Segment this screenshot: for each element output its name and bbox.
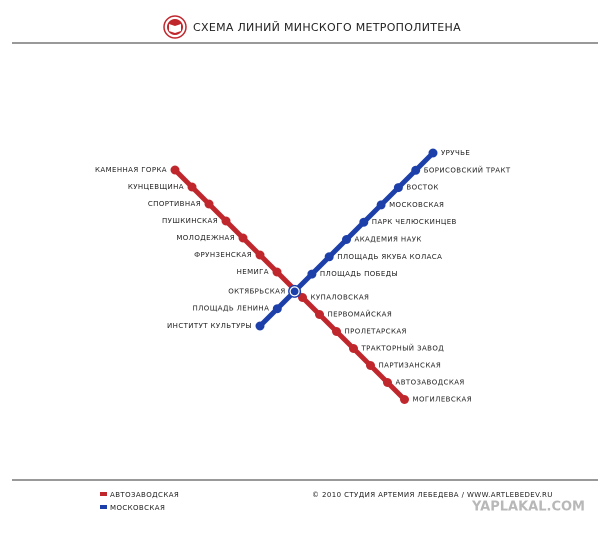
station: [366, 361, 375, 370]
station: [376, 200, 386, 210]
station-label: МОЛОДЕЖНАЯ: [176, 234, 235, 242]
title: СХЕМА ЛИНИЙ МИНСКОГО МЕТРОПОЛИТЕНА: [193, 21, 461, 34]
station: [428, 148, 438, 158]
lines: КАМЕННАЯ ГОРКА КУНЦЕВЩИНА СПОРТИВНАЯ ПУШКИН…: [95, 148, 511, 404]
station-label: ПАРТИЗАНСКАЯ: [379, 362, 442, 370]
station-label: ПАРК ЧЕЛЮСКИНЦЕВ: [372, 218, 457, 226]
station-label: МОГИЛЕВСКАЯ: [413, 396, 472, 404]
station-label: ИНСТИТУТ КУЛЬТУРЫ: [167, 322, 252, 330]
station-label: АКАДЕМИЯ НАУК: [355, 236, 422, 244]
station-label: БОРИСОВСКИЙ ТРАКТ: [424, 165, 511, 174]
station-label: ПРОЛЕТАРСКАЯ: [345, 328, 407, 336]
station: [383, 378, 392, 387]
station: [238, 233, 248, 243]
logo-book: [169, 24, 181, 33]
station: [307, 269, 317, 279]
station: [393, 183, 403, 193]
line-track: [173, 168, 407, 402]
station-label: ОКТЯБРЬСКАЯ: [228, 287, 285, 295]
station: [255, 321, 265, 331]
station-label: НЕМИГА: [237, 268, 269, 276]
station: [400, 395, 409, 404]
station-label: ПЛОЩАДЬ ЛЕНИНА: [192, 305, 269, 313]
station: [255, 250, 265, 260]
station-label: ПУШКИНСКАЯ: [162, 217, 218, 225]
legend-swatch: [100, 505, 107, 509]
station-label: КУНЦЕВЩИНА: [128, 183, 184, 191]
station: [170, 165, 180, 175]
station: [221, 216, 231, 226]
station: [349, 344, 358, 353]
station-label: КУПАЛОВСКАЯ: [311, 294, 370, 302]
station-label: ПЕРВОМАЙСКАЯ: [328, 310, 393, 319]
station: [204, 199, 214, 209]
station: [272, 304, 282, 314]
station: [272, 267, 282, 277]
station: [332, 327, 341, 336]
station-label: ПЛОЩАДЬ ЯКУБА КОЛАСА: [337, 253, 442, 261]
station: [315, 310, 324, 319]
legend-label: МОСКОВСКАЯ: [110, 504, 165, 512]
station-label: ТРАКТОРНЫЙ ЗАВОД: [361, 344, 445, 353]
station-label: УРУЧЬЕ: [441, 149, 470, 157]
legend-swatch: [100, 492, 107, 496]
station-label: КАМЕННАЯ ГОРКА: [95, 166, 167, 174]
station-label: ПЛОЩАДЬ ПОБЕДЫ: [320, 270, 398, 278]
station: [359, 217, 369, 227]
station: [324, 252, 334, 262]
station-label: МОСКОВСКАЯ: [389, 201, 444, 209]
interchange-ring: [289, 286, 300, 297]
station: [187, 182, 197, 192]
watermark: YAPLAKAL.COM: [471, 500, 585, 515]
legend-label: АВТОЗАВОДСКАЯ: [110, 491, 179, 499]
station-label: СПОРТИВНАЯ: [148, 200, 201, 208]
station: [342, 235, 351, 244]
station-label: ФРУНЗЕНСКАЯ: [194, 251, 252, 259]
station: [298, 293, 307, 302]
logo-ring: [163, 15, 187, 39]
station: [411, 165, 421, 175]
station-label: ВОСТОК: [406, 184, 438, 192]
station-label: АВТОЗАВОДСКАЯ: [396, 379, 465, 387]
copyright: © 2010 СТУДИЯ АРТЕМИЯ ЛЕБЕДЕВА / WWW.ART…: [312, 491, 553, 499]
